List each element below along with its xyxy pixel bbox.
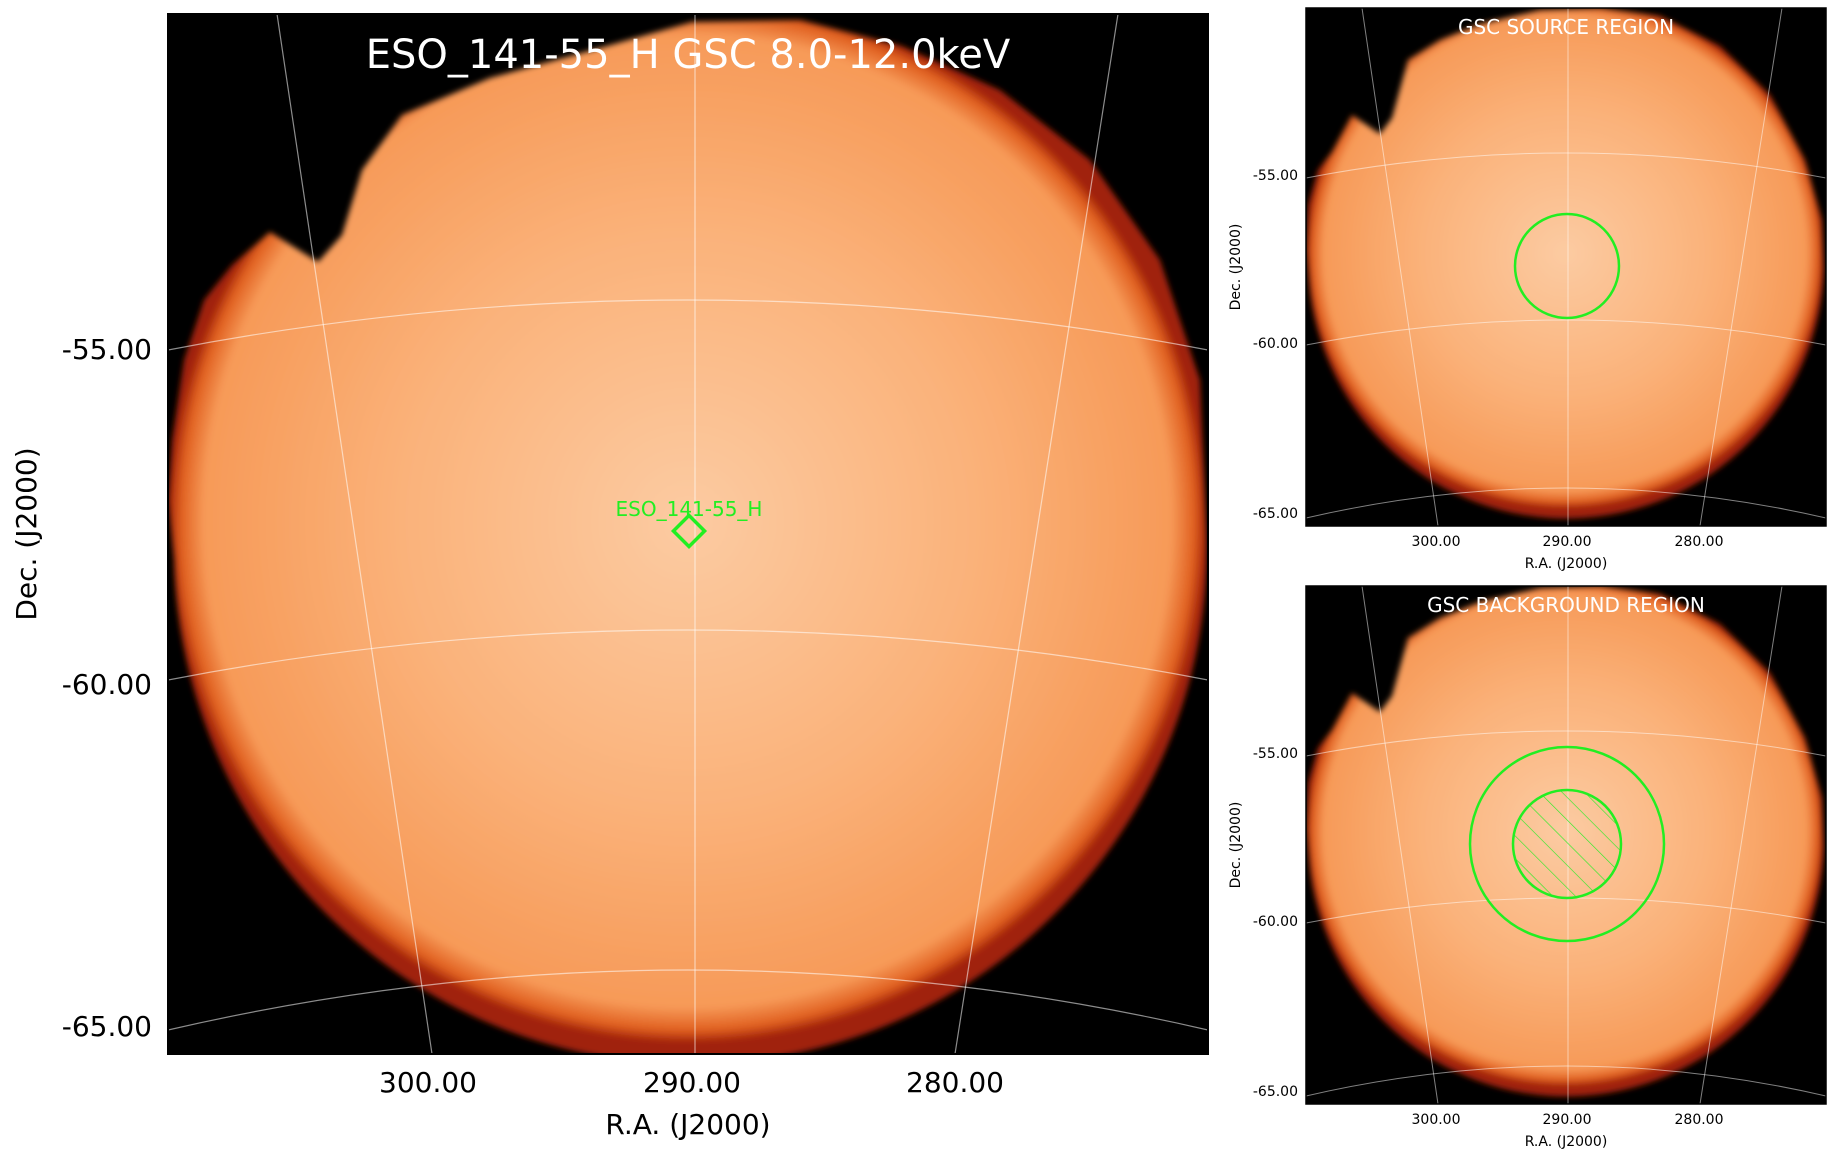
main-x-ticks: 300.00 290.00 280.00 <box>379 1066 1004 1099</box>
source-panel-grid <box>1306 8 1826 526</box>
source-panel-frame <box>1305 7 1827 527</box>
source-panel-x-axis-label: R.A. (J2000) <box>1525 556 1608 572</box>
background-panel-y-axis-label: Dec. (J2000) <box>1228 802 1244 889</box>
main-x-tick-label: 290.00 <box>643 1066 741 1099</box>
source-panel-title: GSC SOURCE REGION <box>1458 15 1674 39</box>
background-panel-frame <box>1305 585 1827 1105</box>
background-region-panel: GSC BACKGROUND REGION -55.00 -60.00 -65.… <box>1228 585 1827 1150</box>
main-title: ESO_141-55_H GSC 8.0-12.0keV <box>366 32 1011 78</box>
background-y-tick-label: -55.00 <box>1253 746 1298 762</box>
background-panel-x-axis-label: R.A. (J2000) <box>1525 1134 1608 1150</box>
main-coordinate-grid <box>168 14 1208 1054</box>
source-panel-exposure-disk <box>1306 8 1824 519</box>
main-y-axis-label: Dec. (J2000) <box>10 447 43 620</box>
main-y-tick-label: -55.00 <box>62 333 152 366</box>
main-x-tick-label: 280.00 <box>906 1066 1004 1099</box>
main-exposure-disk <box>168 20 1208 1054</box>
main-image-panel: ESO_141-55_H GSC 8.0-12.0keV ESO_141-55_… <box>10 13 1209 1141</box>
main-y-tick-label: -60.00 <box>62 668 152 701</box>
main-y-tick-label: -65.00 <box>62 1010 152 1043</box>
background-outer-circle <box>1468 745 1666 943</box>
main-y-ticks: -55.00 -60.00 -65.00 <box>62 333 152 1043</box>
source-x-tick-label: 280.00 <box>1675 534 1724 550</box>
source-panel-x-ticks: 300.00 290.00 280.00 <box>1412 534 1724 550</box>
source-y-tick-label: -65.00 <box>1253 506 1298 522</box>
source-x-tick-label: 290.00 <box>1543 534 1592 550</box>
background-x-tick-label: 300.00 <box>1412 1112 1461 1128</box>
background-panel-y-ticks: -55.00 -60.00 -65.00 <box>1253 746 1298 1100</box>
source-label: ESO_141-55_H <box>616 497 763 521</box>
main-x-axis-label: R.A. (J2000) <box>605 1108 770 1141</box>
source-y-tick-label: -55.00 <box>1253 168 1298 184</box>
source-region-panel: GSC SOURCE REGION -55.00 -60.00 -65.00 3… <box>1228 7 1827 572</box>
background-x-tick-label: 280.00 <box>1675 1112 1724 1128</box>
background-x-tick-label: 290.00 <box>1543 1112 1592 1128</box>
background-y-tick-label: -65.00 <box>1253 1084 1298 1100</box>
source-x-tick-label: 300.00 <box>1412 534 1461 550</box>
source-extraction-circle <box>1513 212 1621 320</box>
background-y-tick-label: -60.00 <box>1253 914 1298 930</box>
source-panel-y-ticks: -55.00 -60.00 -65.00 <box>1253 168 1298 522</box>
source-marker: ESO_141-55_H <box>616 497 763 550</box>
main-plot-frame <box>167 13 1209 1055</box>
source-diamond-icon <box>670 512 708 550</box>
background-excluded-source-circle <box>1511 788 1623 900</box>
source-y-tick-label: -60.00 <box>1253 336 1298 352</box>
background-panel-title: GSC BACKGROUND REGION <box>1427 593 1705 617</box>
main-x-tick-label: 300.00 <box>379 1066 477 1099</box>
background-panel-x-ticks: 300.00 290.00 280.00 <box>1412 1112 1724 1128</box>
source-panel-y-axis-label: Dec. (J2000) <box>1228 224 1244 311</box>
